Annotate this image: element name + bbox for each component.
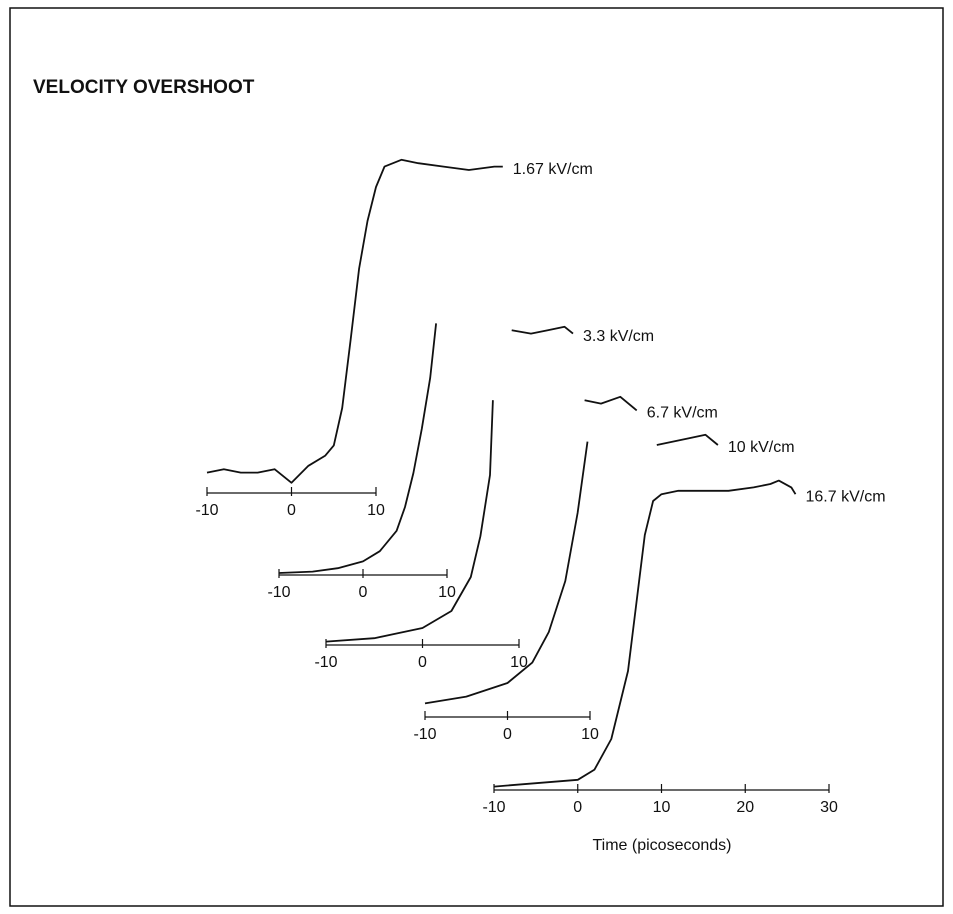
- trace: [325, 395, 638, 643]
- x-tick-label: -10: [195, 502, 218, 519]
- trace-label: 6.7 kV/cm: [647, 405, 718, 422]
- x-tick-label: 10: [653, 799, 671, 816]
- x-tick-label: -10: [267, 584, 290, 601]
- x-tick-label: 10: [581, 726, 599, 743]
- x-tick-label: 30: [820, 799, 838, 816]
- x-tick-label: -10: [482, 799, 505, 816]
- x-tick-label: 0: [359, 584, 368, 601]
- x-tick-label: 0: [503, 726, 512, 743]
- x-tick-label: 10: [438, 584, 456, 601]
- x-tick-label: -10: [314, 654, 337, 671]
- trace-label: 16.7 kV/cm: [806, 488, 886, 505]
- chart-title: VELOCITY OVERSHOOT: [33, 77, 255, 98]
- trace: [424, 433, 719, 705]
- x-axis-label: Time (picoseconds): [592, 837, 731, 854]
- trace-label: 3.3 kV/cm: [583, 328, 654, 345]
- x-tick-label: -10: [413, 726, 436, 743]
- x-tick-label: 0: [418, 654, 427, 671]
- trace: [206, 158, 503, 484]
- frame: [9, 7, 944, 907]
- trace-label: 1.67 kV/cm: [513, 161, 593, 178]
- x-tick-label: 20: [736, 799, 754, 816]
- trace-label: 10 kV/cm: [728, 439, 795, 456]
- trace: [493, 479, 797, 788]
- x-tick-label: 10: [367, 502, 385, 519]
- x-tick-label: 10: [510, 654, 528, 671]
- trace: [278, 323, 574, 574]
- x-tick-label: 0: [287, 502, 296, 519]
- x-tick-label: 0: [573, 799, 582, 816]
